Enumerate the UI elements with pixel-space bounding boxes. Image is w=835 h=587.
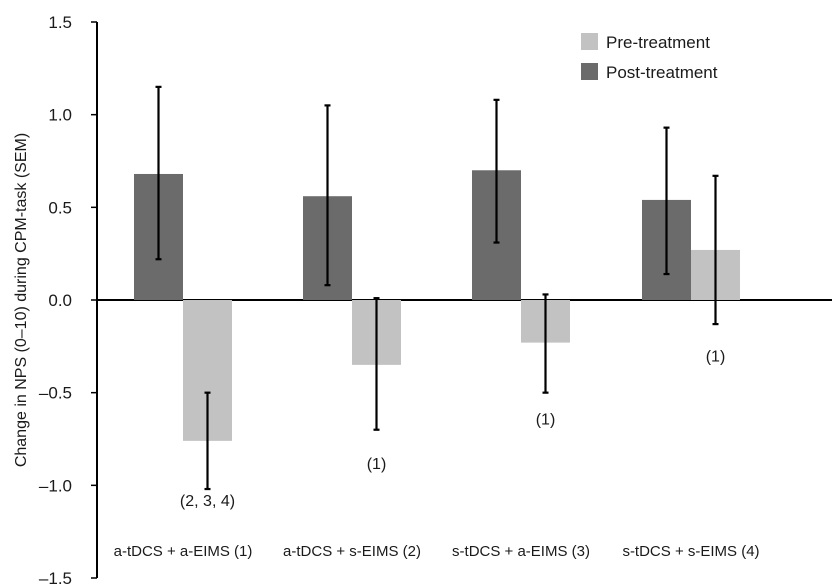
y-tick-label: –1.5 — [39, 569, 72, 587]
category-label: s-tDCS + a-EIMS (3) — [452, 543, 590, 560]
significance-label: (1) — [536, 412, 556, 429]
category-label: s-tDCS + s-EIMS (4) — [622, 543, 759, 560]
bars — [134, 170, 740, 441]
legend-label: Pre-treatment — [606, 33, 710, 52]
y-axis-title: Change in NPS (0–10) during CPM-task (SE… — [13, 133, 30, 467]
legend-swatch — [581, 33, 598, 50]
y-tick-label: –0.5 — [39, 384, 72, 403]
category-label: a-tDCS + s-EIMS (2) — [283, 543, 421, 560]
y-tick-label: 0.0 — [48, 291, 72, 310]
legend-label: Post-treatment — [606, 63, 718, 82]
y-tick-label: 1.0 — [48, 106, 72, 125]
significance-label: (1) — [706, 349, 726, 366]
y-tick-label: 0.5 — [48, 198, 72, 217]
significance-label: (2, 3, 4) — [180, 493, 235, 510]
error-bars — [155, 85, 719, 491]
legend: Pre-treatment Post-treatment — [581, 33, 718, 82]
y-tick-label: –1.0 — [39, 476, 72, 495]
labels: (2, 3, 4) (1) (1) (1) a-tDCS + a-EIMS (1) a-t… — [114, 349, 760, 560]
significance-label: (1) — [367, 456, 387, 473]
legend-swatch — [581, 63, 598, 80]
category-label: a-tDCS + a-EIMS (1) — [114, 543, 253, 560]
y-tick-label: 1.5 — [48, 13, 72, 32]
